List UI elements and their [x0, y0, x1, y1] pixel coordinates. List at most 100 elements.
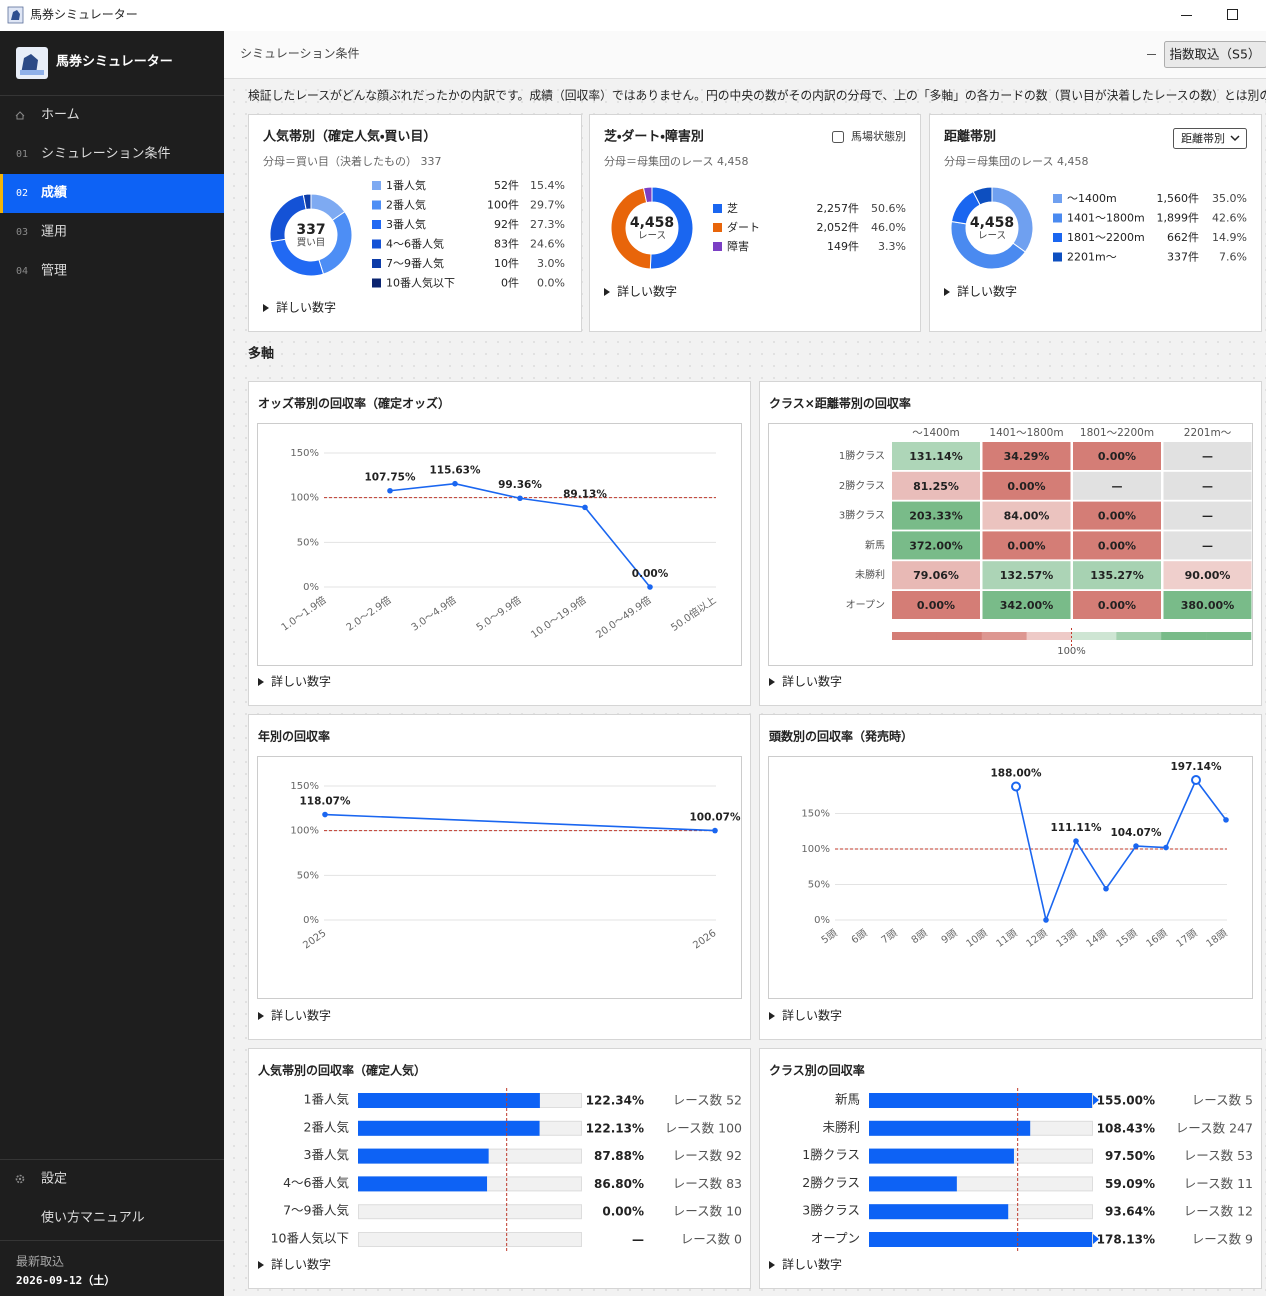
donut-segment — [972, 186, 993, 206]
legend-label: 2番人気 — [386, 198, 426, 212]
heatmap-cell — [1163, 561, 1252, 590]
details-toggle[interactable]: 詳しい数字 — [617, 284, 677, 299]
legend-bin — [1161, 632, 1207, 640]
import-button[interactable] — [1164, 41, 1266, 68]
data-point — [1103, 885, 1109, 892]
app-icon — [7, 6, 24, 24]
details-toggle[interactable]: 詳しい数字 — [957, 284, 1017, 299]
intro-text: 検証したレースがどんな顔ぶれだったかの内訳です。成績（回収率）ではありません。円… — [248, 89, 1266, 103]
bar — [869, 1093, 1092, 1108]
checkbox-label[interactable]: 馬場状態別 — [851, 129, 906, 143]
category-label: 7〜9番人気 — [283, 1203, 349, 1218]
chart-frame — [257, 423, 742, 666]
category-label: 10番人気以下 — [271, 1231, 349, 1246]
heatmap-cell — [892, 561, 980, 590]
legend-count: 92件 — [494, 218, 519, 231]
legend-bin — [1206, 632, 1252, 640]
data-label: 197.14% — [1170, 761, 1222, 773]
bar-track — [358, 1232, 582, 1247]
row-header: 3勝クラス — [839, 509, 885, 522]
donut-center-value: 4,458 — [630, 215, 674, 231]
details-toggle[interactable]: 詳しい数字 — [271, 674, 331, 689]
legend-count: 52件 — [494, 179, 519, 192]
details-toggle[interactable]: 詳しい数字 — [276, 300, 336, 315]
value-label: 86.80% — [594, 1177, 644, 1191]
donut-center-value: 337 — [296, 222, 325, 238]
cell-label: 0.00% — [1098, 599, 1136, 612]
legend-count: 1,899件 — [1157, 212, 1200, 225]
footer-nav-item[interactable]: 使い方マニュアル — [41, 1210, 145, 1226]
legend-bin — [1026, 632, 1072, 640]
value-label: 155.00% — [1097, 1094, 1155, 1108]
value-label: 178.13% — [1097, 1233, 1155, 1247]
legend-count: 662件 — [1167, 231, 1199, 244]
legend-label: 3番人気 — [386, 217, 426, 231]
nav-item[interactable]: ホーム — [41, 108, 80, 123]
legend-swatch — [713, 204, 722, 213]
heatmap-cell — [1163, 501, 1252, 530]
cell-label: 90.00% — [1185, 569, 1231, 582]
select-box[interactable] — [1173, 128, 1247, 149]
app-logo — [16, 47, 48, 79]
nav-item[interactable]: 運用 — [41, 225, 67, 240]
data-label: 107.75% — [364, 472, 416, 484]
heatmap-cell — [982, 442, 1071, 470]
details-toggle-icon — [258, 678, 264, 686]
heatmap-cell — [1073, 531, 1161, 560]
y-tick-label: 100% — [801, 844, 830, 855]
heatmap-cell — [1073, 471, 1161, 500]
cell-label: 81.25% — [913, 480, 959, 493]
details-toggle[interactable]: 詳しい数字 — [782, 1257, 842, 1272]
data-label: 99.36% — [498, 479, 542, 491]
details-toggle[interactable]: 詳しい数字 — [782, 1008, 842, 1023]
y-tick-label: 50% — [297, 537, 319, 548]
data-point — [1191, 775, 1201, 785]
data-point — [452, 480, 458, 487]
heatmap-cell — [892, 501, 980, 530]
card-denominator: 分母＝母集団のレース 4,458 — [944, 154, 1088, 168]
donut-center-unit: レース — [638, 231, 666, 242]
value-label: 0.00% — [602, 1205, 644, 1219]
legend-bin — [1071, 632, 1117, 640]
cell-label: 135.27% — [1090, 569, 1143, 582]
column-header: 1401〜1800m — [989, 427, 1063, 439]
bar — [869, 1148, 1014, 1164]
chart-card — [248, 1048, 751, 1289]
legend-share: 15.4% — [530, 179, 565, 192]
bar — [358, 1120, 540, 1136]
heatmap-cell — [982, 531, 1071, 560]
checkbox[interactable] — [832, 131, 844, 143]
footer-nav-item[interactable]: 設定 — [41, 1172, 67, 1187]
donut-segment — [649, 186, 694, 270]
heatmap-cell — [892, 442, 980, 470]
legend-label: 障害 — [727, 240, 749, 253]
bar — [869, 1176, 957, 1192]
details-toggle[interactable]: 詳しい数字 — [271, 1008, 331, 1023]
maximize-button[interactable] — [1227, 9, 1238, 20]
donut-center-unit: 買い目 — [297, 238, 326, 249]
nav-item[interactable]: 管理 — [41, 264, 67, 279]
import-button-label[interactable]: 指数取込（S5） — [1170, 47, 1261, 62]
race-count: レース数 11 — [1184, 1176, 1253, 1191]
legend-bin — [1116, 632, 1162, 640]
y-tick-label: 150% — [801, 808, 830, 819]
category-label: 未勝利 — [822, 1119, 860, 1134]
y-tick-label: 50% — [808, 879, 830, 890]
details-toggle[interactable]: 詳しい数字 — [782, 674, 842, 689]
legend-swatch — [1053, 233, 1062, 242]
heatmap-cell — [1073, 501, 1161, 530]
details-toggle-icon — [769, 1012, 775, 1020]
legend-count: 83件 — [494, 238, 519, 251]
select-value[interactable]: 距離帯別 — [1181, 131, 1225, 145]
bar-track — [358, 1204, 582, 1220]
details-toggle[interactable]: 詳しい数字 — [271, 1257, 331, 1272]
value-label: 122.13% — [586, 1121, 644, 1135]
row-header: 2勝クラス — [839, 479, 885, 492]
legend-bin — [936, 632, 983, 640]
legend-share: 50.6% — [871, 202, 906, 215]
nav-item[interactable]: 成績 — [41, 185, 68, 201]
nav-item[interactable]: シミュレーション条件 — [41, 146, 170, 162]
data-point — [1011, 781, 1021, 792]
legend-share: 7.6% — [1219, 251, 1247, 264]
